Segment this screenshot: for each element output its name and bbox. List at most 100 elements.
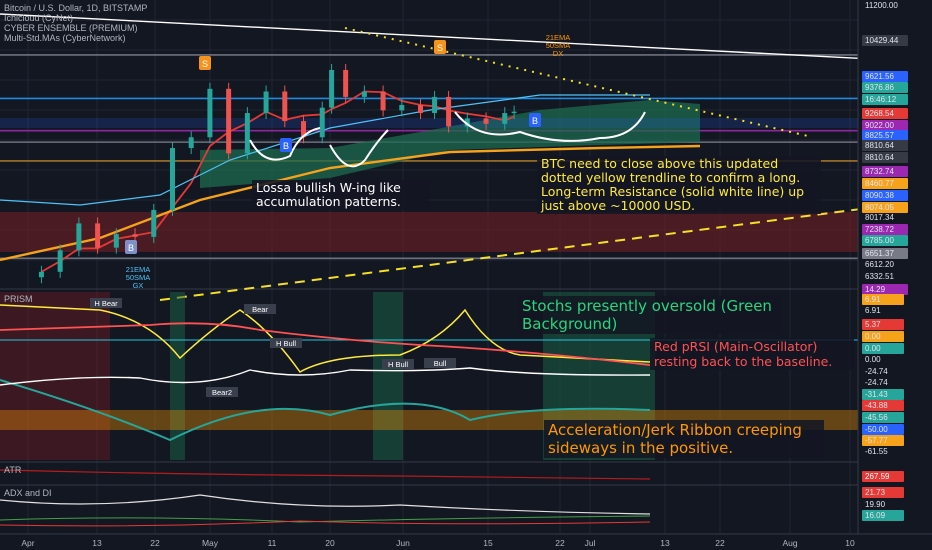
prism-tick-7: -24.74 (865, 378, 888, 387)
price-tick-6: 9022.00 (865, 121, 894, 130)
adx-line (0, 494, 651, 515)
atr-tick-0: 267.59 (865, 472, 890, 481)
buy-marker-2-label: B (128, 243, 134, 253)
time-axis[interactable]: Apr 13 22 May 11 20 Jun 15 22 Jul 13 22 Aug 10 (0, 533, 932, 548)
annotation-stochs: Stochs presently oversold (Green Backgro… (518, 296, 782, 334)
prism-label-5: Bear2 (212, 388, 232, 397)
price-tick-bg-5 (862, 108, 908, 119)
price-tick-8: 8810.64 (865, 141, 894, 150)
oversold-bg-0 (170, 292, 185, 460)
annotation-w-patterns: Lossa bullish W-ing like accumulation pa… (252, 180, 430, 210)
prism-label-2: H Bull (276, 339, 296, 348)
time-tick-1: 13 (92, 538, 102, 548)
prism-white-line (0, 367, 651, 386)
price-tick-1: 10429.44 (865, 36, 899, 45)
price-tick-11: 8460.77 (865, 179, 894, 188)
price-tick-bg-9 (862, 152, 908, 163)
prism-label-bg-3 (382, 359, 414, 369)
pane-label-prism: PRISM (4, 294, 33, 304)
w-pattern-1 (249, 127, 321, 161)
prism-label-bg-4 (424, 358, 456, 368)
adx-tick-2: 16.09 (865, 511, 886, 520)
candle-body-21 (418, 104, 424, 114)
adx-tick-0: 21.73 (865, 488, 886, 497)
annotation-gx-2: GX (133, 281, 144, 290)
prism-label-bg-5 (206, 387, 238, 397)
prism-tick-bg-11 (862, 424, 904, 435)
candle-body-3 (95, 223, 101, 248)
stoch-k (0, 304, 651, 373)
candle-body-24 (464, 118, 470, 127)
legend-multi-ma[interactable]: Multi-Std.MAs (CyberNetwork) (4, 33, 126, 43)
buy-marker-2 (125, 240, 137, 254)
time-tick-7: 15 (483, 538, 493, 548)
price-tick-bg-1 (862, 35, 908, 46)
price-tick-bg-12 (862, 190, 908, 201)
legend-ichicloud[interactable]: Ichicloud (CyNet) (4, 13, 74, 23)
price-tick-0: 11200.00 (865, 1, 898, 10)
ichimoku-clouds (0, 100, 858, 252)
prism-label-bg-1 (244, 304, 276, 314)
legend: Bitcoin / U.S. Dollar, 1D, BITSTAMP Ichi… (4, 3, 147, 43)
candle-body-16 (329, 69, 335, 108)
price-axis[interactable]: 11200.00 10429.44 9621.56 9376.86 16:46:12 92… (857, 0, 932, 534)
time-tick-8: 22 (555, 538, 565, 548)
legend-cyber-ensemble[interactable]: CYBER ENSEMBLE (PREMIUM) (4, 23, 138, 33)
candle-body-11 (244, 113, 250, 154)
legend-symbol[interactable]: Bitcoin / U.S. Dollar, 1D, BITSTAMP (4, 3, 148, 13)
atr-line (0, 469, 651, 480)
annotation-ribbon: Acceleration/Jerk Ribbon creeping sidewa… (544, 420, 824, 458)
di-plus (0, 515, 651, 523)
di-minus (0, 520, 651, 527)
prism-tick-bg-10 (862, 412, 904, 423)
w-pattern-2 (329, 129, 389, 168)
candle-body-5 (132, 234, 138, 237)
prism-tick-4: 0.00 (865, 344, 881, 353)
price-tick-19: 6332.51 (865, 272, 894, 281)
candle-body-17 (343, 69, 349, 97)
prism-tick-6: -24.74 (865, 367, 888, 376)
price-tick-4: 16:46:12 (865, 95, 897, 104)
candle-body-26 (502, 113, 508, 124)
annotation-dx-1: 50SMA (546, 41, 571, 50)
adx-tick-1: 19.90 (865, 500, 886, 509)
prism-tick-bg-9 (862, 400, 904, 411)
candle-body-23 (446, 96, 452, 127)
overbought-bg (0, 292, 110, 460)
price-tick-bg-2 (862, 71, 908, 82)
price-tick-13: 8074.05 (865, 203, 894, 212)
annotation-trendline: BTC need to close above this updated dot… (537, 156, 821, 214)
buy-marker-1 (280, 138, 292, 152)
candle-body-20 (399, 104, 405, 111)
time-tick-10: 13 (660, 538, 670, 548)
green-cloud (200, 100, 700, 188)
prism-tick-bg-0 (862, 294, 904, 305)
sell-marker-2 (434, 40, 446, 54)
prism-label-4: Bull (434, 359, 447, 368)
candle-body-1 (57, 250, 63, 272)
price-tick-bg-7 (862, 130, 908, 141)
time-tick-9: Jul (585, 538, 596, 548)
price-tick-18: 6612.20 (865, 260, 894, 269)
price-tick-20: 14.29 (865, 285, 886, 294)
candle-body-27 (511, 111, 517, 114)
prism-label-bg-0 (90, 298, 122, 308)
prism-label-1: Bear (252, 305, 268, 314)
price-tick-bg-11 (862, 178, 908, 189)
adx-pane (0, 494, 651, 527)
price-tick-bg-3 (862, 82, 908, 93)
buy-marker-3-label: B (532, 116, 538, 126)
prism-label-0: H Bear (94, 299, 118, 308)
adx-tick-bg-2 (862, 510, 904, 521)
candle-body-9 (207, 88, 213, 138)
candle-body-25 (483, 118, 489, 124)
prism-tick-10: -45.56 (865, 413, 888, 422)
prism-tick-12: -57.77 (865, 436, 888, 445)
prism-tick-9: -43.88 (865, 401, 888, 410)
price-tick-bg-15 (862, 224, 908, 235)
time-tick-5: 20 (325, 538, 335, 548)
sell-marker-2-label: S (437, 43, 443, 53)
price-tick-bg-10 (862, 166, 908, 177)
trend-lines (0, 13, 931, 301)
